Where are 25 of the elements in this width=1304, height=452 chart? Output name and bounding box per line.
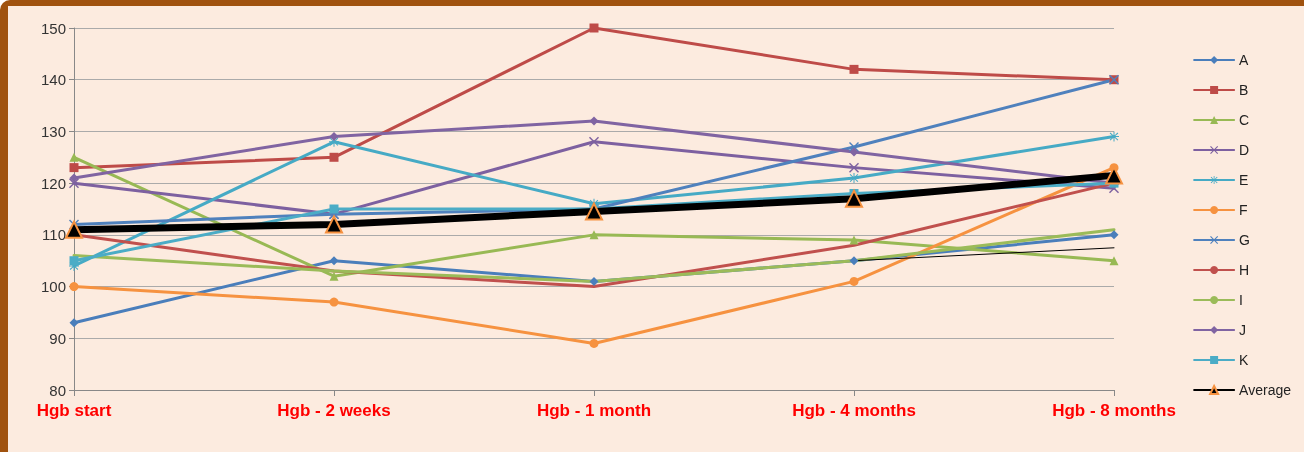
legend-label: A bbox=[1239, 52, 1250, 68]
x-tick-label: Hgb start bbox=[36, 401, 112, 420]
legend-label: G bbox=[1239, 232, 1250, 248]
y-tick-label: 150 bbox=[40, 19, 66, 37]
x-tick-label: Hgb - 4 months bbox=[792, 401, 916, 420]
legend-label: B bbox=[1239, 82, 1249, 98]
y-tick-label: 110 bbox=[42, 226, 66, 244]
x-tick-label: Hgb - 8 months bbox=[1052, 401, 1176, 420]
legend-label: H bbox=[1239, 262, 1250, 278]
legend-label: J bbox=[1239, 322, 1247, 338]
x-tick-label: Hgb - 2 weeks bbox=[277, 401, 391, 420]
legend-label: K bbox=[1239, 352, 1250, 368]
y-tick-label: 100 bbox=[40, 278, 66, 296]
legend-label: E bbox=[1239, 172, 1249, 188]
legend-label: I bbox=[1239, 292, 1243, 308]
legend-label: C bbox=[1239, 112, 1250, 128]
y-tick-label: 120 bbox=[40, 174, 66, 192]
x-tick-label: Hgb - 1 month bbox=[536, 401, 652, 420]
legend-label: F bbox=[1239, 202, 1248, 218]
y-tick-label: 140 bbox=[40, 71, 66, 89]
y-tick-label: 130 bbox=[40, 122, 66, 140]
y-tick-label: 90 bbox=[49, 329, 66, 347]
y-tick-label: 80 bbox=[49, 381, 66, 399]
legend-label: D bbox=[1239, 142, 1250, 158]
legend-label: Average bbox=[1239, 382, 1292, 398]
